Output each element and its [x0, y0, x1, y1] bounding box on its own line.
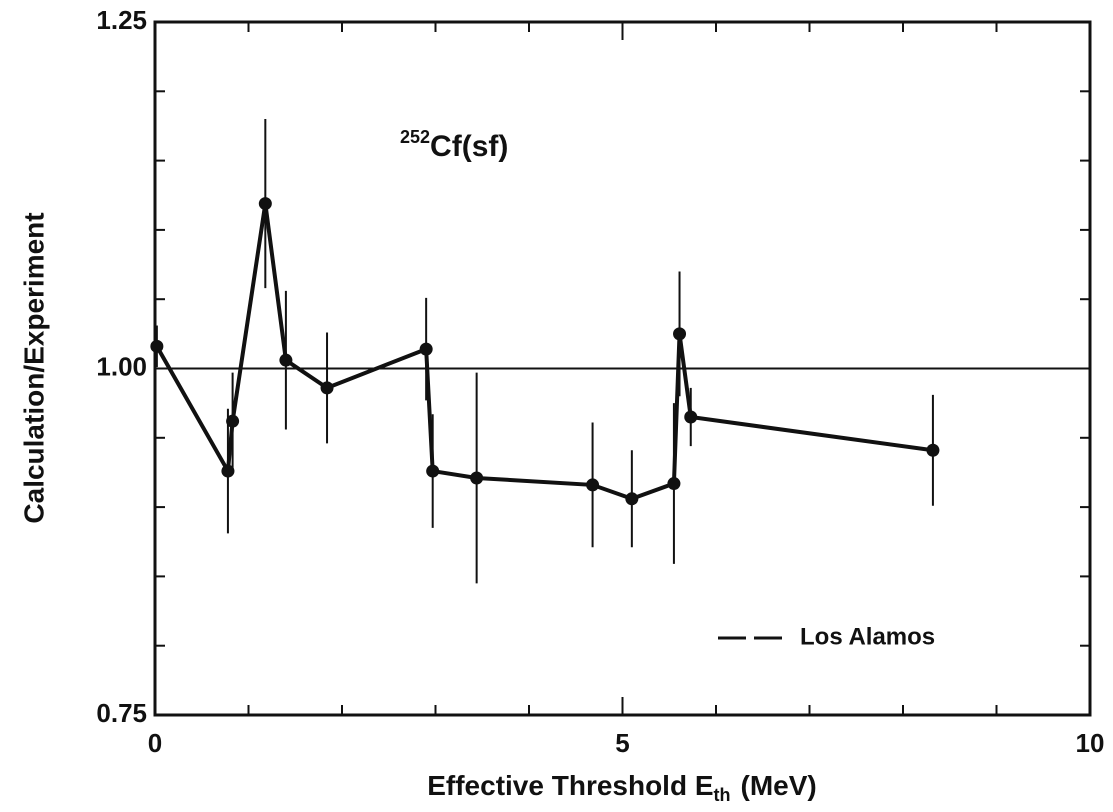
- y-tick-label: 0.75: [96, 698, 147, 728]
- y-tick-label: 1.00: [96, 351, 147, 381]
- data-point: [667, 477, 681, 491]
- data-point: [150, 339, 164, 353]
- y-axis-label: Calculation/Experiment: [18, 212, 49, 523]
- data-point: [419, 342, 433, 356]
- legend-label: Los Alamos: [800, 623, 935, 650]
- annotation: 252Cf(sf): [400, 127, 508, 163]
- data-point: [258, 197, 272, 211]
- data-point: [673, 327, 687, 341]
- data-point: [426, 464, 440, 478]
- x-tick-label: 5: [615, 728, 629, 758]
- x-tick-label: 10: [1076, 728, 1105, 758]
- y-tick-label: 1.25: [96, 5, 147, 35]
- x-label-sub: th: [714, 785, 731, 805]
- data-point: [221, 464, 235, 478]
- x-label-text: Effective Threshold E: [427, 770, 713, 801]
- data-point: [625, 492, 639, 506]
- series-line: [155, 203, 934, 501]
- data-point: [279, 353, 293, 367]
- x-axis-label: Effective Threshold Eth (MeV): [427, 770, 817, 804]
- data-point: [684, 410, 698, 424]
- data-point: [226, 414, 240, 428]
- data-point: [926, 443, 940, 457]
- annotation-text: Cf(sf): [430, 130, 508, 163]
- x-label-tail: (MeV): [741, 770, 817, 801]
- data-point: [586, 478, 600, 492]
- data-point: [470, 471, 484, 485]
- annotation-mass: 252: [400, 127, 430, 147]
- data-point: [320, 381, 334, 395]
- x-tick-label: 0: [148, 728, 162, 758]
